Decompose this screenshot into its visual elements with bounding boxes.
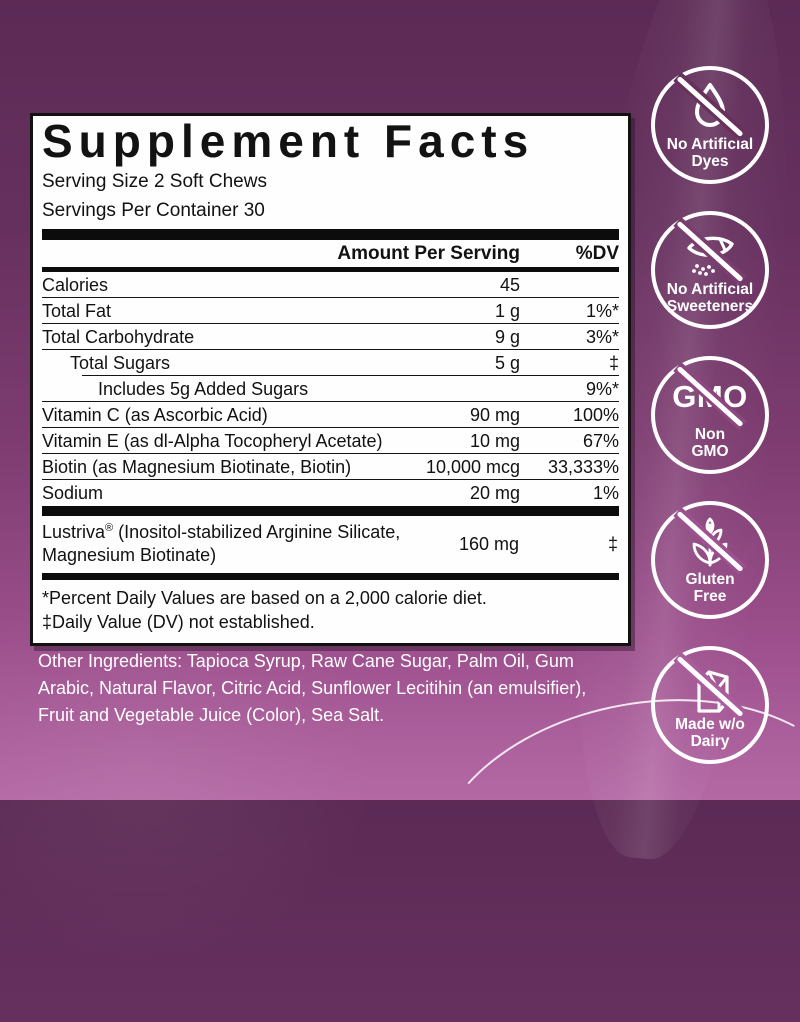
badge-made-without-dairy: Made w/o Dairy	[651, 646, 769, 764]
nutrient-row: Vitamin C (as Ascorbic Acid) 90 mg 100%	[42, 402, 619, 428]
nutrient-dv: 9%*	[585, 378, 619, 399]
nutrient-label: Sodium	[42, 482, 104, 503]
badge-icon-area	[667, 72, 753, 140]
badge-icon-area	[667, 507, 753, 575]
nutrient-dv: 3%*	[585, 326, 619, 347]
nutrient-amount: 20 mg	[469, 482, 520, 503]
divider-thick	[42, 229, 619, 240]
badge-label: Gluten Free	[685, 571, 735, 605]
nutrient-dv: ‡	[608, 352, 619, 373]
divider-medium	[42, 573, 619, 580]
lustriva-amount: 160 mg	[458, 533, 519, 554]
badge-label: Non GMO	[691, 426, 729, 460]
badge-label: Made w/o Dairy	[675, 716, 745, 750]
nutrient-dv: 1%	[592, 482, 619, 503]
badge-label-line: GMO	[691, 442, 729, 460]
badge-label-line: Free	[693, 587, 727, 605]
serving-size: Serving Size 2 Soft Chews	[42, 171, 267, 192]
nutrient-dv: 100%	[572, 404, 619, 425]
badge-label-line: Non	[694, 426, 726, 443]
nutrient-label: Includes 5g Added Sugars	[98, 378, 309, 399]
servings-per-container: Servings Per Container 30	[42, 199, 265, 221]
footnote-daily-values: *Percent Daily Values are based on a 2,0…	[42, 588, 487, 608]
badge-icon-area	[667, 217, 753, 285]
nutrient-row: Sodium 20 mg 1%	[42, 480, 619, 506]
nutrient-label: Calories	[42, 274, 109, 295]
nutrient-amount: 45	[499, 274, 520, 295]
dv-column-header: %DV	[575, 242, 619, 264]
footnotes: *Percent Daily Values are based on a 2,0…	[42, 580, 619, 634]
nutrient-amount: 1 g	[494, 300, 520, 321]
badge-label-line: Gluten	[685, 571, 735, 588]
badge-label-line: No Artificial	[666, 136, 754, 153]
amount-column-header: Amount Per Serving	[337, 242, 520, 264]
nutrient-label: Total Fat	[42, 300, 112, 321]
badge-label-line: Made w/o	[675, 716, 745, 733]
nutrient-label: Biotin (as Magnesium Biotinate, Biotin)	[42, 456, 352, 477]
nutrient-label: Vitamin E (as dl-Alpha Tocopheryl Acetat…	[42, 430, 383, 451]
badge-gluten-free: Gluten Free	[651, 501, 769, 619]
nutrient-amount: 10 mg	[469, 430, 520, 451]
nutrient-row: Biotin (as Magnesium Biotinate, Biotin) 1…	[42, 454, 619, 480]
nutrient-dv: 67%	[582, 430, 619, 451]
nutrient-rows: Calories 45 Total Fat 1 g 1%* Total Carbohydr…	[42, 272, 619, 506]
supplement-facts-panel: Supplement Facts Serving Size 2 Soft Che…	[30, 113, 631, 646]
lustriva-label: Lustriva® (Inositol-stabilized Arginine …	[42, 522, 401, 565]
other-ingredients-text: Other Ingredients: Tapioca Syrup, Raw Ca…	[38, 651, 587, 725]
nutrient-amount: 5 g	[494, 352, 520, 373]
nutrient-amount: 10,000 mcg	[425, 456, 520, 477]
nutrient-label: Vitamin C (as Ascorbic Acid)	[42, 404, 268, 425]
badge-label-line: Sweeteners	[666, 297, 754, 315]
badge-label-line: Dyes	[691, 152, 729, 170]
badge-icon-area	[667, 652, 753, 720]
lustriva-row: Lustriva® (Inositol-stabilized Arginine …	[42, 516, 619, 573]
footnote-dv-not-established: ‡Daily Value (DV) not established.	[42, 612, 315, 632]
badge-label: No Artificial Dyes	[666, 136, 754, 170]
badge-no-artificial-sweeteners: No Artificial Sweeteners	[651, 211, 769, 329]
badge-no-artificial-dyes: No Artificial Dyes	[651, 66, 769, 184]
badge-non-gmo: GMONonGMO	[651, 356, 769, 474]
nutrient-row: Includes 5g Added Sugars 9%*	[42, 376, 619, 402]
nutrient-dv: 33,333%	[547, 456, 619, 477]
divider-medium	[42, 267, 619, 272]
divider-thick	[42, 506, 619, 516]
nutrient-amount: 9 g	[494, 326, 520, 347]
nutrient-row: Total Fat 1 g 1%*	[42, 298, 619, 324]
nutrient-row: Total Sugars 5 g ‡	[42, 350, 619, 376]
lustriva-dv: ‡	[607, 533, 618, 554]
nutrient-label: Total Carbohydrate	[42, 326, 195, 347]
table-header: Amount Per Serving %DV	[42, 240, 619, 267]
nutrient-label: Total Sugars	[70, 352, 171, 373]
nutrient-row: Vitamin E (as dl-Alpha Tocopheryl Acetat…	[42, 428, 619, 454]
badge-label: No Artificial Sweeteners	[666, 281, 754, 315]
badge-label-line: No Artificial	[666, 281, 754, 298]
nutrient-dv: 1%*	[585, 300, 619, 321]
nutrient-row: Total Carbohydrate 9 g 3%*	[42, 324, 619, 350]
nutrient-row: Calories 45	[42, 272, 619, 298]
panel-title: Supplement Facts	[42, 115, 535, 167]
nutrient-amount: 90 mg	[469, 404, 520, 425]
badge-label-line: Dairy	[690, 732, 730, 750]
badge-icon-area: GMO	[667, 362, 753, 430]
